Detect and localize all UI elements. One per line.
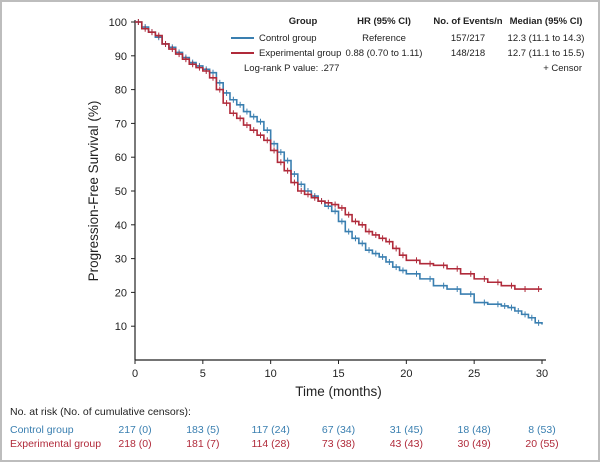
legend-logrank: Log-rank P value: .277 [244,63,339,74]
x-tick-label: 20 [400,368,412,380]
y-tick-label: 10 [115,321,127,333]
risk-value: 67 (34) [322,424,355,436]
y-tick-label: 100 [109,17,127,29]
legend-header-events: No. of Events/n [433,16,502,27]
y-tick-label: 60 [115,152,127,164]
x-tick-label: 10 [265,368,277,380]
legend-hr-value: 0.88 (0.70 to 1.11) [346,48,423,59]
risk-value: 217 (0) [118,424,151,436]
y-tick-label: 30 [115,254,127,266]
y-tick-label: 80 [115,85,127,97]
risk-value: 218 (0) [118,438,151,450]
legend-header-group: Group [289,16,318,27]
km-chart: 10 20 30 40 50 60 70 80 90 100 0 5 10 15 20 25 30 Time (m… [10,16,585,450]
x-axis-label: Time (months) [295,384,382,399]
risk-row-label: Experimental group [10,438,101,450]
risk-value: 8 (53) [528,424,555,436]
risk-value: 183 (5) [186,424,219,436]
risk-row-label: Control group [10,424,74,436]
risk-value: 181 (7) [186,438,219,450]
y-tick-label: 90 [115,51,127,63]
legend-censor-note: + Censor [543,63,582,74]
risk-value: 43 (43) [390,438,423,450]
y-tick-label: 20 [115,287,127,299]
risk-value: 30 (49) [458,438,491,450]
legend-group-name: Control group [259,33,317,44]
y-tick-label: 40 [115,220,127,232]
risk-value: 18 (48) [458,424,491,436]
legend-group-name: Experimental group [259,48,341,59]
risk-value: 73 (38) [322,438,355,450]
y-tick-label: 50 [115,186,127,198]
legend-median-value: 12.3 (11.1 to 14.3) [508,33,585,44]
x-tick-label: 5 [200,368,206,380]
risk-value: 31 (45) [390,424,423,436]
legend-header-hr: HR (95% CI) [357,16,411,27]
y-tick-label: 70 [115,118,127,130]
risk-value: 117 (24) [251,424,289,436]
legend-events-value: 148/218 [451,48,485,59]
risk-value: 114 (28) [251,438,289,450]
legend-events-value: 157/217 [451,33,485,44]
legend-median-value: 12.7 (11.1 to 15.5) [508,48,585,59]
series-line-experimental [135,21,542,290]
legend-hr-value: Reference [362,33,406,44]
x-tick-label: 25 [468,368,480,380]
x-tick-label: 30 [536,368,548,380]
legend-header-median: Median (95% CI) [510,16,583,27]
x-tick-label: 0 [132,368,138,380]
risk-value: 20 (55) [525,438,558,450]
y-axis-label: Progression-Free Survival (%) [86,101,101,282]
x-tick-label: 15 [332,368,344,380]
risk-table-title: No. at risk (No. of cumulative censors): [10,406,191,418]
